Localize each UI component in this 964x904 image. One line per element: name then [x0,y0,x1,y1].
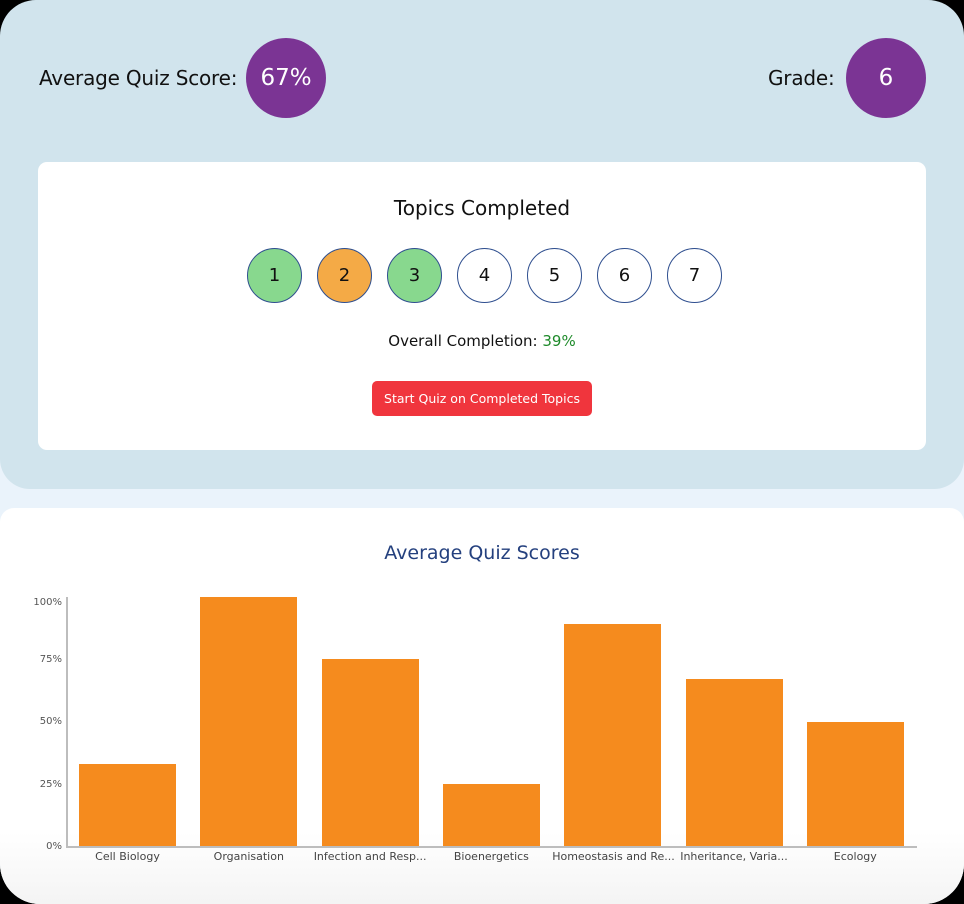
grade-label: Grade: [768,66,835,90]
completion-label: Overall Completion: [388,332,538,350]
y-tick-75: 75% [39,654,62,665]
bar-infection-and-resp[interactable] [321,659,419,846]
topic-circle-2[interactable]: 2 [317,248,372,303]
x-label: Infection and Resp... [313,850,427,863]
topics-card: Topics Completed 1 2 3 4 5 6 7 Overall C… [38,162,926,450]
y-tick-100: 100% [33,597,62,608]
y-tick-50: 50% [39,716,62,727]
y-axis [66,597,68,847]
bar-organisation[interactable] [200,597,298,846]
topic-list: 1 2 3 4 5 6 7 [247,248,722,303]
y-tick-0: 0% [46,841,62,852]
topic-circle-6[interactable]: 6 [597,248,652,303]
topic-circle-5[interactable]: 5 [527,248,582,303]
overall-completion: Overall Completion: 39% [38,332,926,350]
bar-bioenergetics[interactable] [443,783,541,846]
average-score-label: Average Quiz Score: [39,66,238,90]
x-label: Cell Biology [95,850,160,863]
y-tick-25: 25% [39,779,62,790]
chart-title: Average Quiz Scores [384,542,580,564]
topics-title: Topics Completed [393,196,571,220]
topic-circle-7[interactable]: 7 [667,248,722,303]
bar-homeostasis-and-re[interactable] [564,624,662,846]
average-score-badge: 67% [246,38,326,118]
topic-circle-4[interactable]: 4 [457,248,512,303]
bar-cell-biology[interactable] [79,763,177,846]
quiz-scores-chart: Average Quiz Scores 100% 75% 50% 25% 0% … [0,508,964,904]
bar-inheritance-varia[interactable] [685,679,783,846]
bar-ecology[interactable] [806,721,904,846]
x-label: Homeostasis and Re... [552,850,675,863]
grade-badge: 6 [846,38,926,118]
x-label: Ecology [833,850,877,863]
x-label: Inheritance, Varia... [680,850,788,863]
start-quiz-button[interactable]: Start Quiz on Completed Topics [372,381,592,416]
x-label: Bioenergetics [453,850,529,863]
summary-panel: Average Quiz Score: 67% Grade: 6 Topics … [0,0,964,489]
topic-circle-1[interactable]: 1 [247,248,302,303]
topic-circle-3[interactable]: 3 [387,248,442,303]
completion-value: 39% [542,332,576,350]
x-label: Organisation [213,850,284,863]
x-axis [66,846,917,848]
